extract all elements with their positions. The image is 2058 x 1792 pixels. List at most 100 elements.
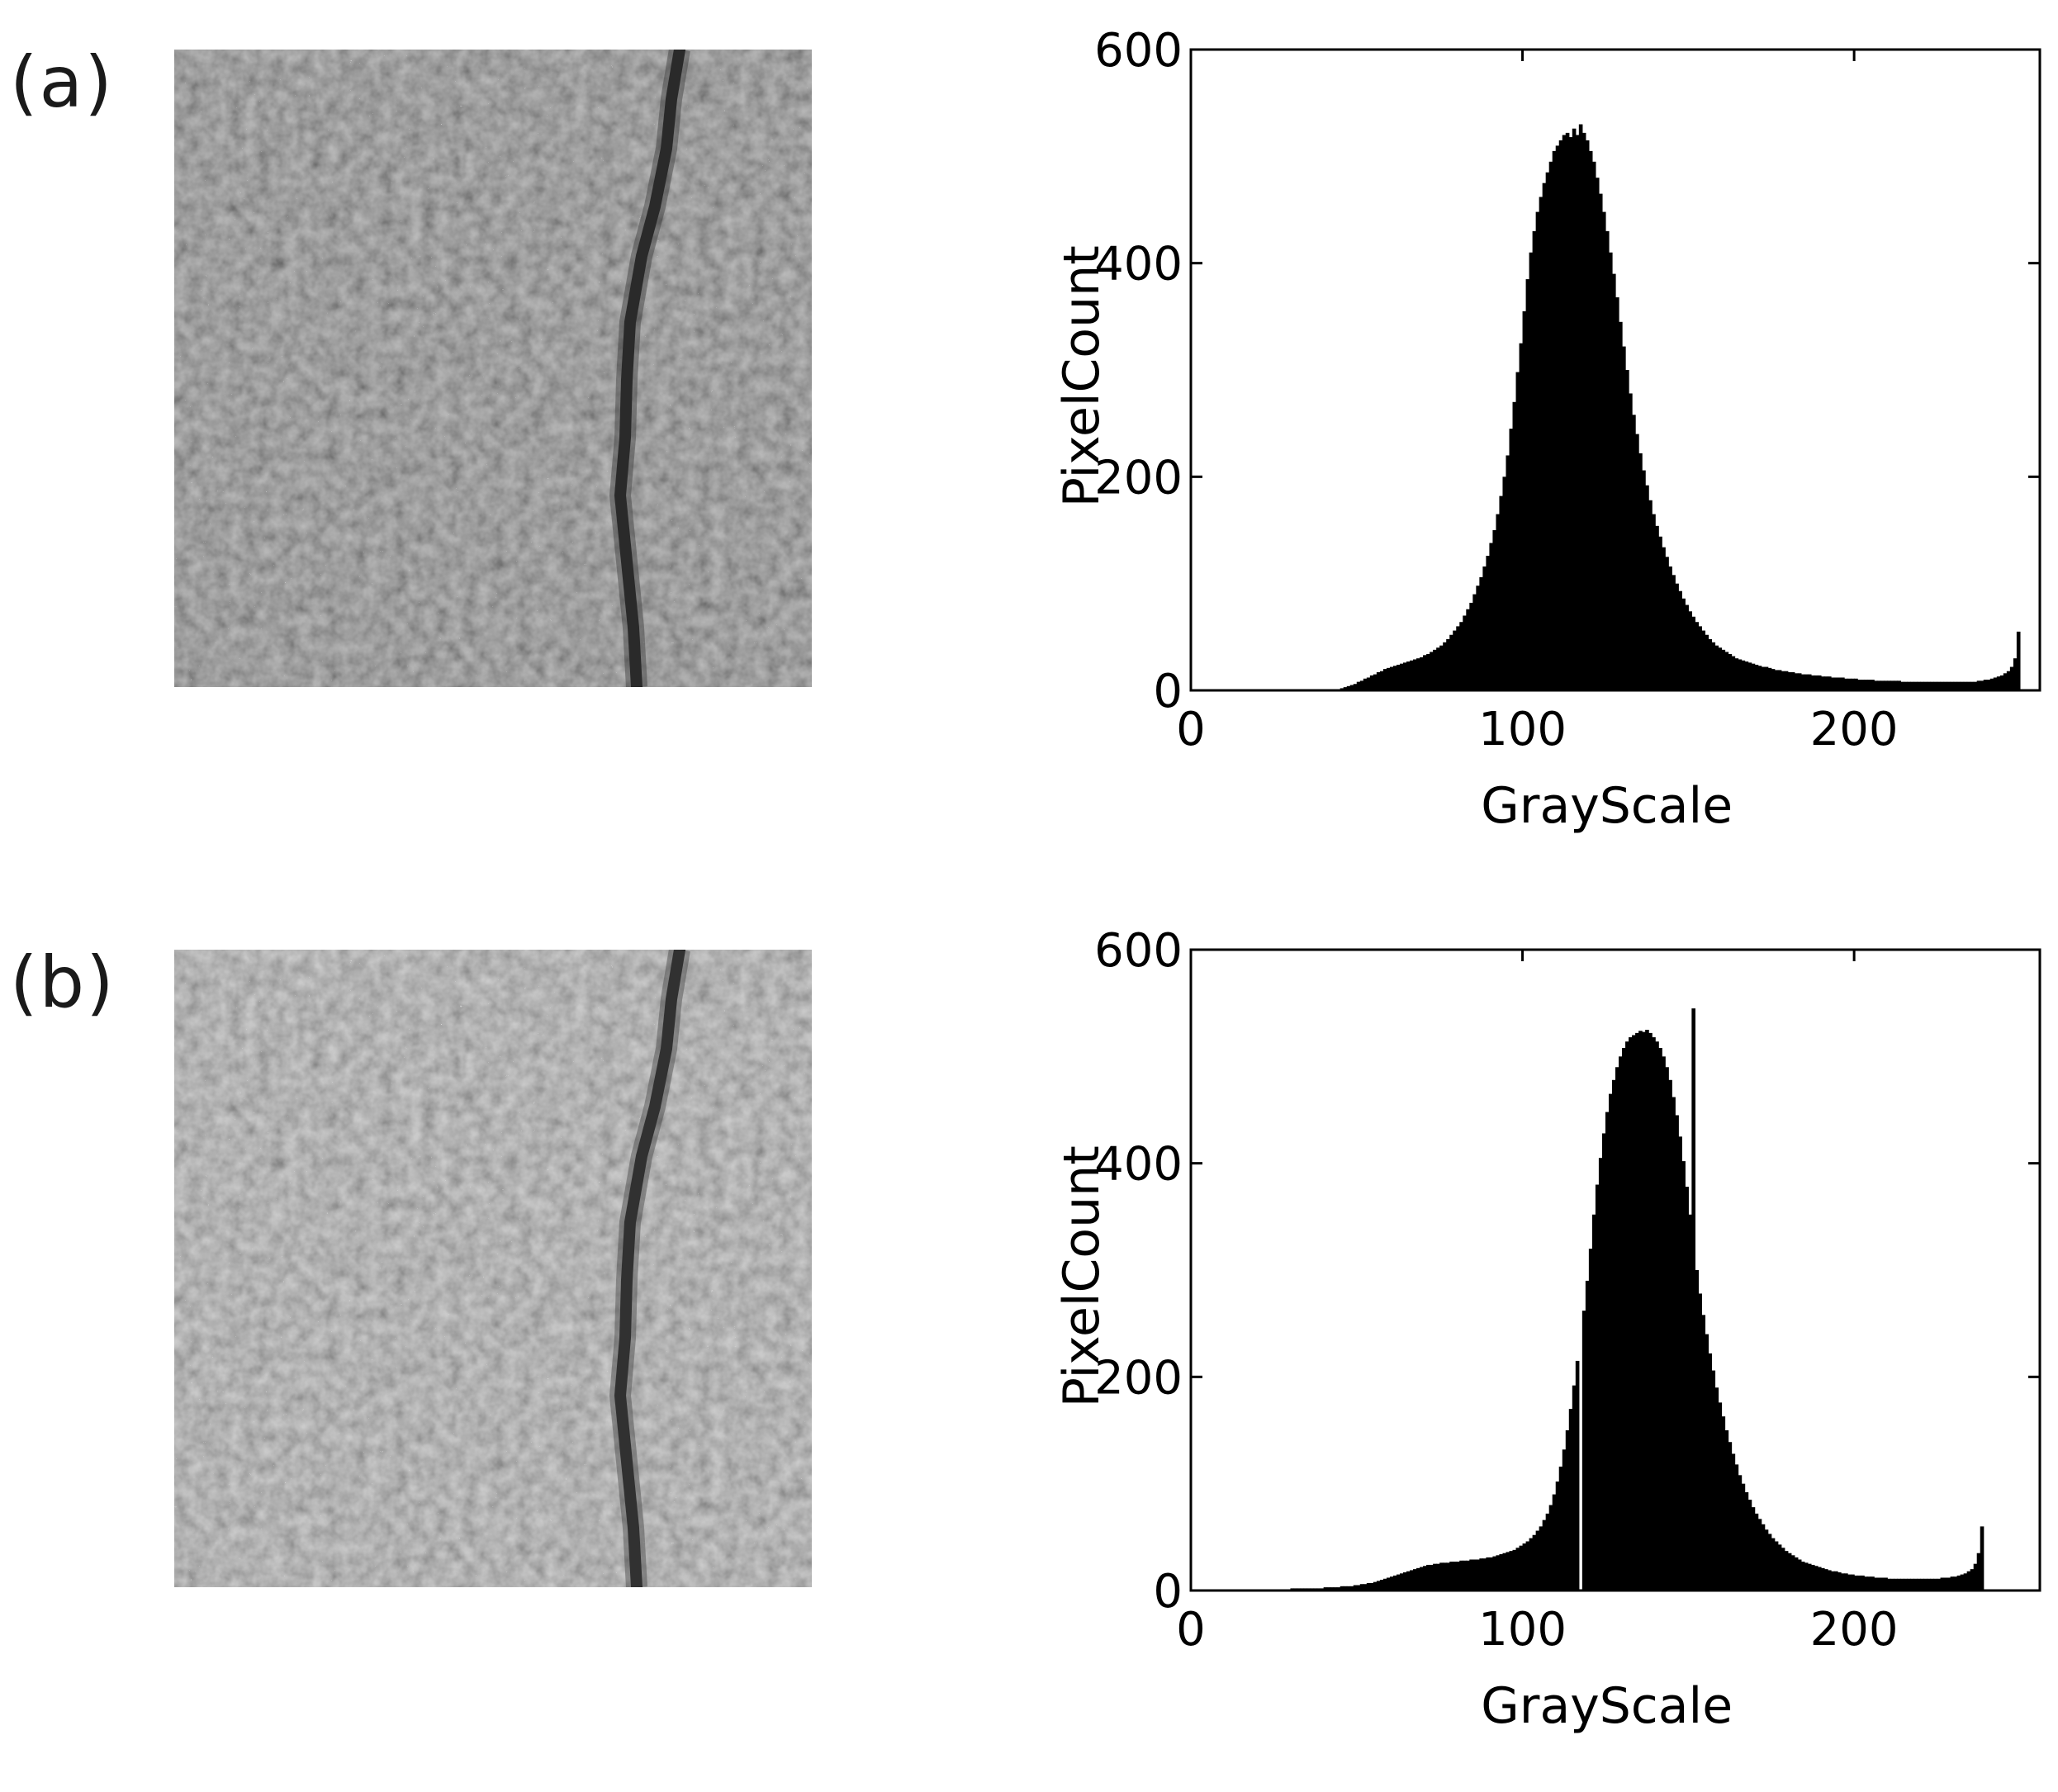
histogram-bar	[1761, 666, 1766, 690]
histogram-bar	[1864, 1576, 1868, 1591]
histogram-bar	[1642, 470, 1646, 690]
histogram-bar	[1781, 671, 1785, 690]
histogram-bar	[1880, 1577, 1885, 1591]
histogram-bar	[1937, 1578, 1942, 1591]
histogram-bar	[1877, 680, 1881, 690]
histogram-bar	[1718, 647, 1723, 690]
histogram-bar	[1658, 536, 1662, 690]
histogram-bar	[1453, 630, 1457, 690]
histogram-bar	[1433, 649, 1437, 690]
histogram-bar	[1864, 680, 1868, 690]
histogram-bar	[1890, 1578, 1894, 1591]
histogram-bar	[1947, 681, 1951, 690]
histogram-bar	[1970, 1569, 1975, 1591]
histogram-bar	[1506, 455, 1510, 690]
histogram-bar	[1406, 1571, 1411, 1591]
x-tick-label: 100	[1478, 1603, 1567, 1657]
histogram-bar	[1359, 680, 1364, 690]
histogram-bar	[1976, 680, 1981, 690]
histogram-bar	[1894, 1578, 1898, 1591]
histogram-bar	[1953, 1576, 1958, 1591]
histogram-bar	[1851, 678, 1855, 690]
histogram-bar	[1486, 556, 1491, 690]
histogram-bar	[1399, 1573, 1404, 1591]
histogram-bar	[1754, 1513, 1759, 1591]
histogram-bar	[1326, 1587, 1331, 1591]
histogram-bar	[1711, 1370, 1716, 1591]
x-axis-title: GrayScale	[1481, 1677, 1733, 1735]
histogram-bar	[1904, 681, 1908, 690]
histogram-bar	[1522, 1543, 1527, 1591]
histogram-bar	[1356, 681, 1361, 690]
histogram-bar	[1675, 1115, 1679, 1591]
histogram-bar	[1346, 1586, 1351, 1591]
histogram-bar	[1625, 1041, 1629, 1591]
histogram-bar	[1685, 1187, 1689, 1591]
histogram-bar	[1701, 630, 1706, 690]
histogram-bar	[2009, 666, 2014, 690]
histogram-bar	[1960, 1574, 1965, 1591]
y-tick-label: 200	[1094, 451, 1183, 505]
histogram-bar	[1834, 1571, 1838, 1591]
histogram-bar	[1532, 1534, 1537, 1591]
histogram-bar	[1851, 1574, 1855, 1591]
histogram-bar	[1797, 1559, 1802, 1591]
histogram-bar	[1542, 1519, 1547, 1591]
histogram-bar	[1562, 135, 1567, 691]
histogram-bar	[1638, 1031, 1643, 1591]
histogram-chart-b: 0 200 400 600 0 100 200 GrayScale PixelCount	[1053, 924, 2041, 1735]
histogram-bar	[1591, 161, 1596, 691]
histogram-bar	[1800, 674, 1805, 690]
histogram-bar	[1920, 1578, 1925, 1591]
histogram-bar	[1810, 1564, 1815, 1591]
histogram-bar	[1502, 1553, 1507, 1591]
histogram-bar	[1823, 676, 1828, 690]
y-tick-label: 0	[1153, 665, 1183, 718]
histogram-bar	[1638, 453, 1643, 690]
pavement-crack-photo-enhanced	[174, 950, 812, 1587]
histogram-bar	[1665, 1067, 1669, 1591]
plot-frame	[1189, 948, 2041, 1592]
histogram-bar	[1359, 1584, 1364, 1591]
histogram-bar	[1548, 161, 1553, 691]
x-tick-label: 200	[1810, 1603, 1899, 1657]
histogram-bar	[1741, 1483, 1746, 1591]
histogram-bar	[1662, 547, 1666, 690]
histogram-bar	[1953, 681, 1958, 690]
histogram-bar	[1784, 671, 1789, 690]
histogram-bar	[1605, 1112, 1610, 1591]
histogram-bar	[1894, 680, 1898, 690]
bars-group	[1290, 1008, 1984, 1591]
histogram-bar	[1340, 1586, 1344, 1591]
histogram-bar	[1774, 670, 1779, 690]
histogram-bar	[1937, 681, 1942, 690]
histogram-bar	[1509, 1551, 1514, 1591]
histogram-bar	[1731, 656, 1736, 690]
histogram-bar	[1814, 675, 1819, 690]
histogram-bar	[1820, 676, 1825, 690]
histogram-bar	[1506, 1552, 1510, 1591]
histogram-bar	[1356, 1585, 1361, 1591]
histogram-bar	[1605, 230, 1610, 690]
histogram-bar	[1403, 662, 1407, 690]
histogram-bar	[1439, 645, 1444, 690]
histogram-bar	[1695, 622, 1699, 690]
histogram-bar	[1966, 1571, 1971, 1591]
histogram-bar	[1767, 667, 1772, 690]
histogram-bar	[1476, 585, 1480, 690]
y-axis-title: PixelCount	[1053, 245, 1111, 507]
histogram-bar	[1413, 659, 1417, 690]
histogram-bar	[1392, 1575, 1397, 1591]
histogram-bar	[1721, 649, 1726, 690]
histogram-bar	[1469, 1559, 1473, 1591]
histogram-bar	[1545, 1513, 1550, 1591]
histogram-bar	[1343, 687, 1348, 690]
histogram-bar	[1619, 1056, 1623, 1591]
y-tick-label: 600	[1094, 924, 1183, 978]
histogram-bar	[1416, 1567, 1420, 1591]
histogram-bar	[1950, 1576, 1955, 1591]
histogram-bar	[1529, 1538, 1534, 1591]
histogram-bar	[1449, 634, 1453, 690]
histogram-bar	[1585, 140, 1590, 690]
histogram-bar	[1443, 1562, 1447, 1591]
